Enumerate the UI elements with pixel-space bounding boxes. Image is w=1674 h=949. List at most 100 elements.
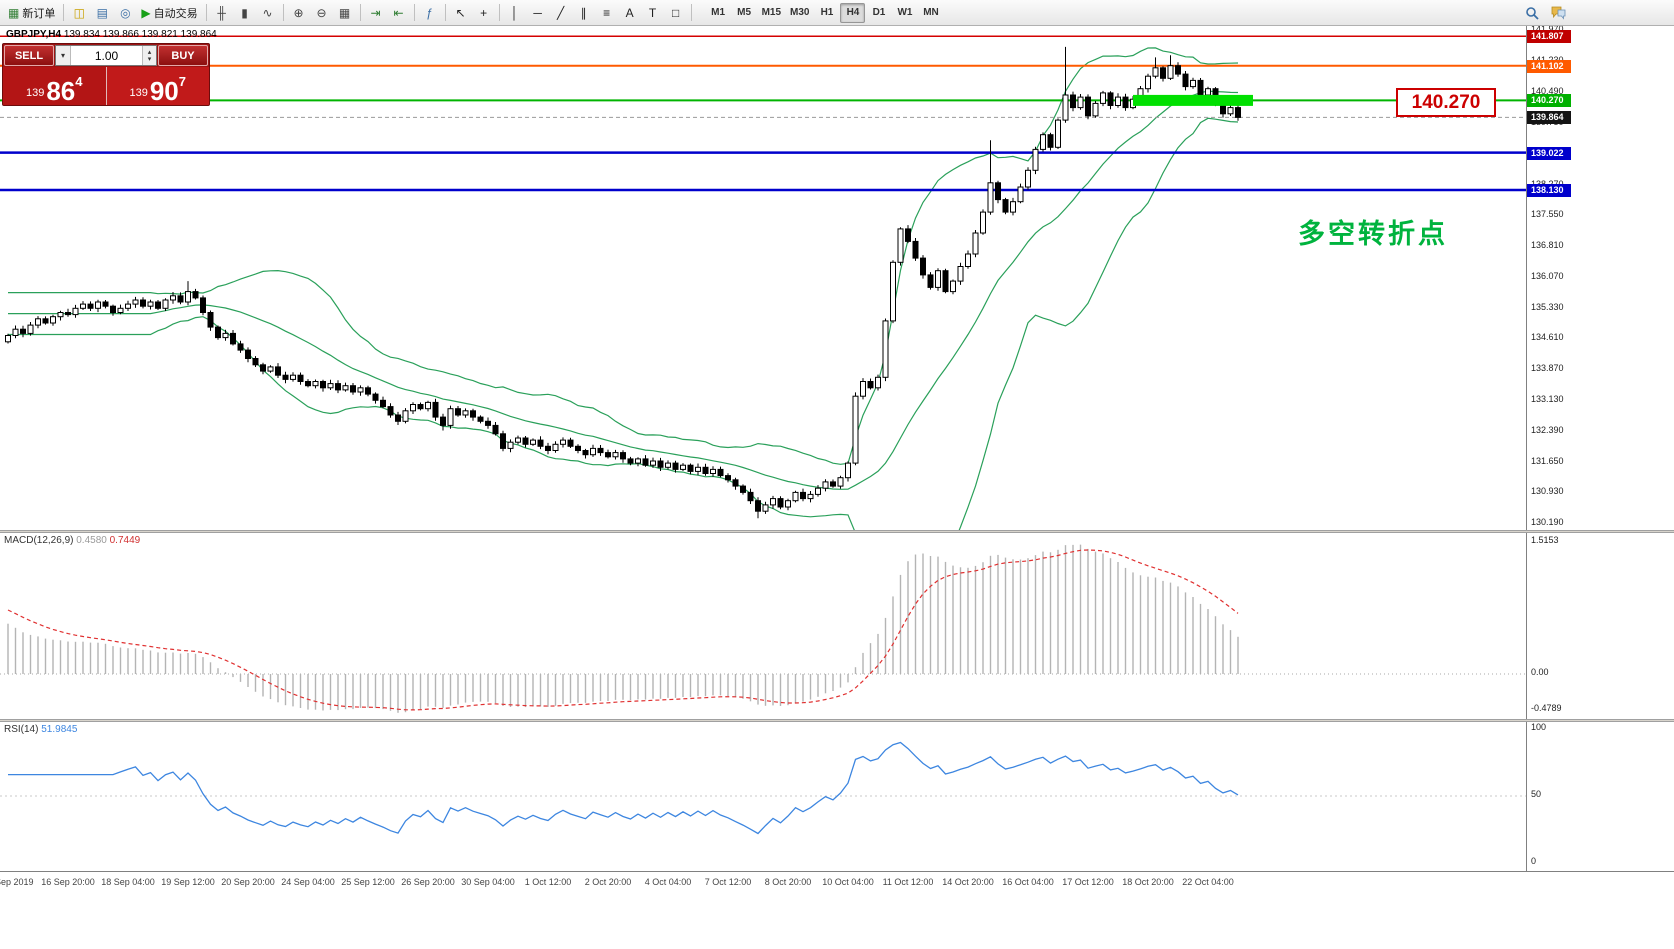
time-axis-label: 22 Oct 04:00 <box>1182 877 1234 887</box>
turning-point-annotation[interactable]: 多空转折点 <box>1298 219 1448 249</box>
rsi-title: RSI(14) <box>4 724 39 735</box>
buy-price-main: 90 <box>149 75 179 106</box>
time-axis-label: 25 Sep 12:00 <box>341 877 395 887</box>
text-icon[interactable]: A <box>619 2 641 24</box>
auto-scroll-icon[interactable]: ⇥ <box>365 2 387 24</box>
toolbar-separator <box>498 4 500 21</box>
trendline-icon[interactable]: ╱ <box>550 2 572 24</box>
volume-stepper[interactable]: ▴ ▾ <box>142 46 156 65</box>
sell-price[interactable]: 139 86 4 <box>3 67 107 105</box>
text-icon-glyph-icon: A <box>625 5 634 20</box>
vertical-line-icon[interactable]: │ <box>504 2 526 24</box>
sell-price-main: 86 <box>46 75 76 106</box>
toolbar-separator <box>413 4 415 21</box>
profiles-icon-glyph-icon: ▤ <box>96 5 109 20</box>
macd-title: MACD(12,26,9) <box>4 535 74 546</box>
stepper-down-icon: ▾ <box>147 55 152 63</box>
sell-button[interactable]: SELL <box>4 45 54 66</box>
timeframe-mn[interactable]: MN <box>918 3 943 23</box>
timeframe-h1[interactable]: H1 <box>814 3 839 23</box>
candlestick-chart-icon-glyph-icon: ▮ <box>241 5 248 20</box>
time-axis-label: 10 Oct 04:00 <box>822 877 874 887</box>
ohlc-values: 139.834 139.866 139.821 139.864 <box>63 29 217 40</box>
tile-windows-icon-glyph-icon: ▦ <box>338 5 351 20</box>
price-tag: 140.270 <box>1527 94 1571 108</box>
volume-control: ▾ ▴ ▾ <box>55 45 157 66</box>
macd-pane[interactable]: MACD(12,26,9) 0.4580 0.7449 <box>0 533 1526 719</box>
buy-price[interactable]: 139 90 7 <box>106 67 209 106</box>
main-chart-pane[interactable]: GBPJPY,H4 139.834 139.866 139.821 139.86… <box>0 26 1526 530</box>
timeframe-w1[interactable]: W1 <box>892 3 917 23</box>
indicators-icon[interactable]: ƒ <box>419 2 441 24</box>
price-axis-label: 134.610 <box>1531 332 1564 343</box>
fibonacci-icon[interactable]: ≡ <box>596 2 618 24</box>
buy-price-pip: 7 <box>178 74 186 89</box>
new-order-button-label: 新订单 <box>22 7 56 20</box>
toolbar-separator <box>205 4 207 21</box>
time-axis-label: 24 Sep 04:00 <box>281 877 335 887</box>
toolbar-separator <box>444 4 446 21</box>
chart-window-icon[interactable]: ◫ <box>68 2 90 24</box>
search-button[interactable] <box>1521 2 1543 24</box>
buy-button[interactable]: BUY <box>158 45 208 66</box>
label-icon-glyph-icon: T <box>648 5 657 20</box>
chart-shift-icon[interactable]: ⇤ <box>388 2 410 24</box>
macd-chart[interactable] <box>0 533 1526 719</box>
timeframe-m1[interactable]: M1 <box>706 3 731 23</box>
price-axis: 141.970141.230140.490139.750139.010138.2… <box>1526 26 1674 530</box>
auto-scroll-icon-glyph-icon: ⇥ <box>370 5 381 20</box>
rsi-chart[interactable] <box>0 722 1526 871</box>
shapes-icon-glyph-icon: □ <box>671 5 680 20</box>
profiles-icon[interactable]: ▤ <box>91 2 113 24</box>
sell-price-prefix: 139 <box>25 87 45 99</box>
chat-button[interactable] <box>1547 2 1570 24</box>
zoom-in-icon-glyph-icon: ⊕ <box>293 5 304 20</box>
fibonacci-icon-glyph-icon: ≡ <box>603 5 611 20</box>
label-icon[interactable]: T <box>642 2 664 24</box>
bar-chart-icon-glyph-icon: ╫ <box>217 5 226 20</box>
timeframe-d1[interactable]: D1 <box>866 3 891 23</box>
price-axis-label: 140.490 <box>1531 86 1564 97</box>
autotrading-button[interactable]: ▶ 自动交易 <box>137 2 201 24</box>
toolbar-left: ▦ 新订单 ◫ ▤ ◎ ▶ 自动交易 ╫ ▮ ∿ ⊕ ⊖ ▦ ⇥ ⇤ ƒ ↖ + │ ─ ╱ ∥ ≡ A T □ <box>4 2 695 24</box>
zoom-in-icon[interactable]: ⊕ <box>288 2 310 24</box>
volume-input[interactable] <box>71 46 142 65</box>
time-axis: 13 Sep 2019 16 Sep 20:00 18 Sep 04:00 19 Se… <box>0 871 1674 895</box>
volume-dropdown[interactable]: ▾ <box>56 46 71 65</box>
time-axis-label: 14 Oct 20:00 <box>942 877 994 887</box>
cursor-icon[interactable]: ↖ <box>450 2 472 24</box>
horizontal-line-icon[interactable]: ─ <box>527 2 549 24</box>
line-chart-icon[interactable]: ∿ <box>257 2 279 24</box>
price-callout[interactable]: 140.270 <box>1396 88 1496 117</box>
rsi-pane[interactable]: RSI(14) 51.9845 <box>0 722 1526 871</box>
horizontal-line-icon-glyph-icon: ─ <box>533 5 542 20</box>
timeframe-m15[interactable]: M15 <box>758 3 785 23</box>
timeframe-toolbar: M1 M5 M15 M30 H1 H4 D1 W1 MN <box>706 2 944 23</box>
candlestick-chart-icon[interactable]: ▮ <box>234 2 256 24</box>
crosshair-icon[interactable]: + <box>473 2 495 24</box>
macd-axis-label: 1.5153 <box>1531 535 1559 545</box>
price-axis-label: 137.550 <box>1531 209 1564 220</box>
zoom-out-icon-glyph-icon: ⊖ <box>316 5 327 20</box>
macd-label: MACD(12,26,9) 0.4580 0.7449 <box>4 535 140 546</box>
candlestick-chart[interactable] <box>0 26 1526 530</box>
shapes-icon[interactable]: □ <box>665 2 687 24</box>
pane-splitter[interactable] <box>0 530 1674 533</box>
timeframe-m5[interactable]: M5 <box>732 3 757 23</box>
data-window-icon-glyph-icon: ◎ <box>120 5 131 20</box>
channel-icon-glyph-icon: ∥ <box>580 5 587 20</box>
channel-icon[interactable]: ∥ <box>573 2 595 24</box>
data-window-icon[interactable]: ◎ <box>114 2 136 24</box>
zoom-out-icon[interactable]: ⊖ <box>311 2 333 24</box>
top-toolbar: ▦ 新订单 ◫ ▤ ◎ ▶ 自动交易 ╫ ▮ ∿ ⊕ ⊖ ▦ ⇥ ⇤ ƒ ↖ + │ ─ ╱ ∥ ≡ A T □ M1 M5 M15 M… <box>0 0 1674 26</box>
macd-axis: 1.5153 0.00 -0.4789 <box>1526 533 1674 719</box>
pane-splitter[interactable] <box>0 719 1674 722</box>
tile-windows-icon[interactable]: ▦ <box>334 2 356 24</box>
time-axis-label: 17 Oct 12:00 <box>1062 877 1114 887</box>
new-order-button[interactable]: ▦ 新订单 <box>4 2 59 24</box>
timeframe-h4[interactable]: H4 <box>840 2 866 23</box>
timeframe-m30[interactable]: M30 <box>786 3 813 23</box>
bar-chart-icon[interactable]: ╫ <box>211 2 233 24</box>
symbol-label: GBPJPY,H4 <box>6 29 62 40</box>
